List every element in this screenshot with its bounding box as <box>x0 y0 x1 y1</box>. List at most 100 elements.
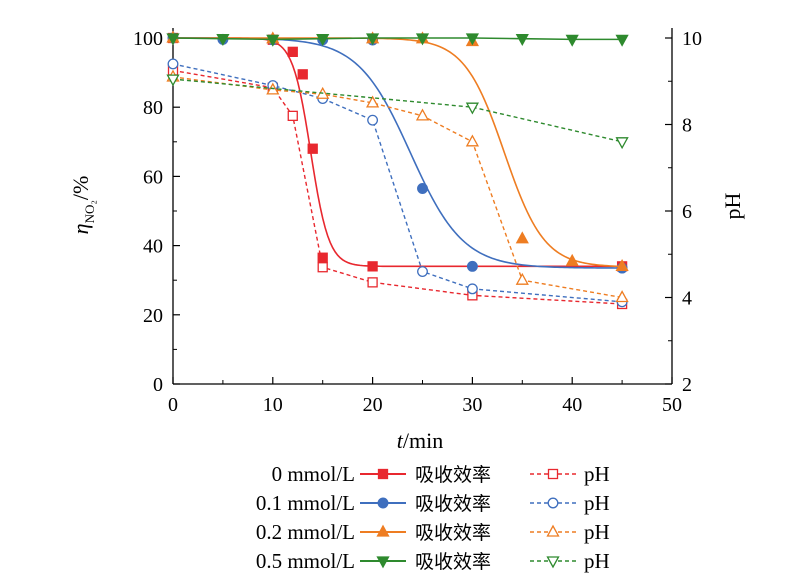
legend-efficiency-label: 吸收效率 <box>415 522 491 544</box>
y-axis-title: ηNO₂/% <box>68 176 97 235</box>
data-point <box>415 33 430 46</box>
legend-efficiency-marker <box>376 524 390 537</box>
data-point <box>216 34 230 47</box>
data-point <box>266 34 280 47</box>
series-line <box>172 37 623 41</box>
data-point <box>465 134 479 147</box>
y2-tick-label: 8 <box>682 115 692 137</box>
x-tick-label: 20 <box>363 394 383 416</box>
series-5 <box>166 30 629 272</box>
series-1 <box>167 32 628 272</box>
y2-tick-label: 6 <box>682 201 692 223</box>
series-2 <box>167 65 628 310</box>
series-3 <box>167 32 628 274</box>
series-line <box>172 78 623 143</box>
series-line <box>172 37 623 269</box>
data-point <box>515 34 529 47</box>
data-point <box>366 33 380 46</box>
legend-efficiency-marker <box>377 468 389 480</box>
data-point <box>515 231 529 244</box>
legend-row: 0 mmol/L 吸收效率 pH <box>272 462 610 486</box>
x-tick-label: 50 <box>662 394 682 416</box>
x-axis-title-var: t <box>397 428 404 453</box>
legend-ph-label: pH <box>584 520 610 544</box>
data-point <box>615 34 629 47</box>
data-point <box>367 114 379 126</box>
x-axis-title: t/min <box>397 428 443 453</box>
axis-labels: ηNO₂/% pH t/min <box>68 176 745 453</box>
data-point <box>466 283 478 295</box>
data-point <box>316 34 330 47</box>
data-point <box>465 33 479 46</box>
series-line <box>173 37 623 268</box>
data-point <box>166 74 180 87</box>
legend-ph-marker <box>546 556 560 569</box>
series-line <box>172 76 623 299</box>
data-point <box>417 183 428 194</box>
data-point <box>366 95 380 108</box>
series-line <box>172 37 623 268</box>
legend-row: 0.2 mmol/L 吸收效率 pH <box>256 520 610 544</box>
legend-efficiency-label: 吸收效率 <box>415 551 491 573</box>
legend-row: 0.1 mmol/L 吸收效率 pH <box>256 491 610 515</box>
data-point <box>417 266 428 278</box>
y-tick-label: 40 <box>143 236 163 258</box>
data-point <box>465 102 479 115</box>
series-7 <box>166 33 629 47</box>
plot-frame: 0 10 20 30 40 50 0 20 40 60 80 100 2 4 6 8 10 <box>133 28 702 416</box>
legend-concentration: 0.2 mmol/L <box>256 520 355 544</box>
series-line <box>172 69 623 305</box>
legend-ph-label: pH <box>584 491 610 515</box>
data-point <box>166 33 180 46</box>
y-axis-title-sub: NO₂ <box>82 200 97 223</box>
data-point <box>367 261 378 272</box>
legend-efficiency-marker <box>377 497 389 509</box>
data-point <box>317 252 328 263</box>
data-point <box>367 277 378 288</box>
data-point <box>615 290 629 303</box>
x-tick-label: 30 <box>462 394 482 416</box>
legend-efficiency-label: 吸收效率 <box>415 464 491 486</box>
y2-tick-label: 2 <box>682 374 692 396</box>
series-layer <box>166 30 629 310</box>
data-point <box>167 58 179 70</box>
data-point <box>287 110 298 121</box>
legend-efficiency-label: 吸收效率 <box>415 493 491 515</box>
legend-ph-marker <box>547 468 559 480</box>
y-axis-title-unit: /% <box>68 176 93 200</box>
y-tick-label: 0 <box>153 374 163 396</box>
data-point <box>515 272 529 285</box>
y-tick-label: 60 <box>143 166 163 188</box>
legend-efficiency-marker <box>376 556 390 569</box>
y2-axis-title: pH <box>720 192 745 219</box>
legend-ph-label: pH <box>584 549 610 573</box>
legend-concentration: 0 mmol/L <box>272 462 355 486</box>
data-point <box>307 143 318 154</box>
data-point <box>317 262 328 273</box>
data-point <box>565 253 579 266</box>
series-4 <box>167 58 628 308</box>
x-tick-label: 10 <box>263 394 283 416</box>
legend-concentration: 0.1 mmol/L <box>256 491 355 515</box>
data-point <box>466 260 478 272</box>
legend: 0 mmol/L 吸收效率 pH0.1 mmol/L 吸收效率 pH0.2 mmol/L… <box>256 462 610 573</box>
y2-tick-label: 10 <box>682 28 702 50</box>
y-tick-label: 100 <box>133 28 163 50</box>
legend-concentration: 0.5 mmol/L <box>256 549 355 573</box>
legend-ph-marker <box>547 497 559 509</box>
data-point <box>415 108 430 121</box>
y-axis-title-eta: η <box>68 223 93 234</box>
legend-row: 0.5 mmol/L 吸收效率 pH <box>256 549 610 573</box>
y2-tick-label: 4 <box>682 288 692 310</box>
legend-ph-marker <box>546 524 560 537</box>
y-tick-label: 80 <box>143 97 163 119</box>
data-point <box>287 46 298 57</box>
data-point <box>565 34 579 47</box>
x-tick-label: 0 <box>168 394 178 416</box>
legend-ph-label: pH <box>584 462 610 486</box>
y-tick-label: 20 <box>143 305 163 327</box>
data-point <box>615 259 629 272</box>
x-tick-label: 40 <box>562 394 582 416</box>
data-point <box>615 137 629 150</box>
